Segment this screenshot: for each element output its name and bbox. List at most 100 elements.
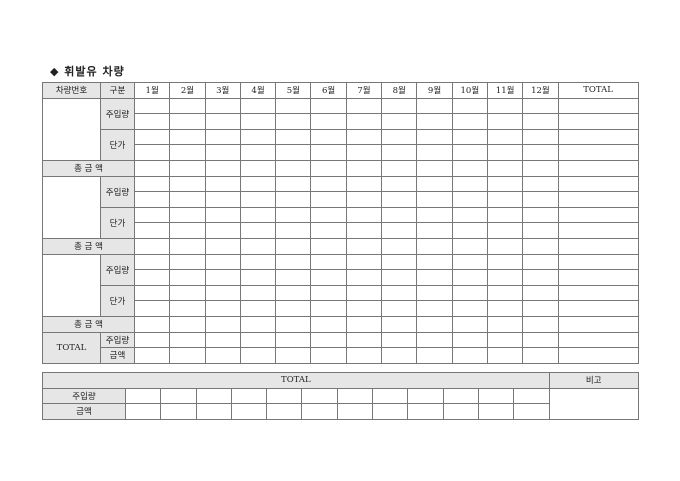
data-cell[interactable] xyxy=(416,128,453,146)
data-cell[interactable] xyxy=(310,269,347,286)
data-cell[interactable] xyxy=(451,113,488,130)
data-cell[interactable] xyxy=(416,191,453,208)
data-cell[interactable] xyxy=(381,175,418,193)
data-cell[interactable] xyxy=(275,237,312,255)
data-cell[interactable] xyxy=(169,253,206,271)
data-cell[interactable] xyxy=(381,284,418,302)
data-cell[interactable] xyxy=(239,191,277,208)
data-cell[interactable] xyxy=(416,206,453,224)
data-cell[interactable] xyxy=(557,331,639,349)
data-cell[interactable] xyxy=(133,284,171,302)
remarks-cell[interactable] xyxy=(548,387,639,420)
data-cell[interactable] xyxy=(239,269,277,286)
data-cell[interactable] xyxy=(133,315,171,333)
data-cell[interactable] xyxy=(451,175,488,193)
data-cell[interactable] xyxy=(513,387,550,405)
data-cell[interactable] xyxy=(381,331,418,349)
data-cell[interactable] xyxy=(169,284,206,302)
data-cell[interactable] xyxy=(486,128,524,146)
data-cell[interactable] xyxy=(169,175,206,193)
data-cell[interactable] xyxy=(345,315,383,333)
data-cell[interactable] xyxy=(195,387,232,405)
data-cell[interactable] xyxy=(204,144,241,161)
data-cell[interactable] xyxy=(557,206,639,224)
data-cell[interactable] xyxy=(275,191,312,208)
data-cell[interactable] xyxy=(486,175,524,193)
data-cell[interactable] xyxy=(451,191,488,208)
data-cell[interactable] xyxy=(522,237,559,255)
data-cell[interactable] xyxy=(133,269,171,286)
data-cell[interactable] xyxy=(266,403,303,420)
data-cell[interactable] xyxy=(451,222,488,239)
data-cell[interactable] xyxy=(275,331,312,349)
data-cell[interactable] xyxy=(381,347,418,364)
data-cell[interactable] xyxy=(239,159,277,177)
data-cell[interactable] xyxy=(381,191,418,208)
data-cell[interactable] xyxy=(310,144,347,161)
data-cell[interactable] xyxy=(204,222,241,239)
data-cell[interactable] xyxy=(239,300,277,317)
data-cell[interactable] xyxy=(416,237,453,255)
data-cell[interactable] xyxy=(477,387,515,405)
data-cell[interactable] xyxy=(345,253,383,271)
data-cell[interactable] xyxy=(301,387,338,405)
data-cell[interactable] xyxy=(336,387,374,405)
data-cell[interactable] xyxy=(204,175,241,193)
data-cell[interactable] xyxy=(522,191,559,208)
data-cell[interactable] xyxy=(557,237,639,255)
data-cell[interactable] xyxy=(204,347,241,364)
data-cell[interactable] xyxy=(416,315,453,333)
data-cell[interactable] xyxy=(124,403,162,420)
data-cell[interactable] xyxy=(513,403,550,420)
data-cell[interactable] xyxy=(522,159,559,177)
data-cell[interactable] xyxy=(416,222,453,239)
data-cell[interactable] xyxy=(451,206,488,224)
data-cell[interactable] xyxy=(451,97,488,115)
data-cell[interactable] xyxy=(169,347,206,364)
data-cell[interactable] xyxy=(522,128,559,146)
data-cell[interactable] xyxy=(345,331,383,349)
data-cell[interactable] xyxy=(169,222,206,239)
data-cell[interactable] xyxy=(451,284,488,302)
vehicle-no-cell[interactable] xyxy=(42,253,101,317)
data-cell[interactable] xyxy=(160,403,197,420)
data-cell[interactable] xyxy=(169,206,206,224)
data-cell[interactable] xyxy=(372,387,409,405)
data-cell[interactable] xyxy=(204,97,241,115)
data-cell[interactable] xyxy=(557,128,639,146)
data-cell[interactable] xyxy=(310,300,347,317)
data-cell[interactable] xyxy=(310,128,347,146)
data-cell[interactable] xyxy=(345,222,383,239)
data-cell[interactable] xyxy=(310,191,347,208)
data-cell[interactable] xyxy=(204,206,241,224)
data-cell[interactable] xyxy=(381,144,418,161)
data-cell[interactable] xyxy=(204,284,241,302)
data-cell[interactable] xyxy=(486,159,524,177)
data-cell[interactable] xyxy=(486,144,524,161)
data-cell[interactable] xyxy=(381,253,418,271)
data-cell[interactable] xyxy=(522,144,559,161)
data-cell[interactable] xyxy=(169,331,206,349)
data-cell[interactable] xyxy=(133,128,171,146)
data-cell[interactable] xyxy=(275,284,312,302)
data-cell[interactable] xyxy=(486,191,524,208)
data-cell[interactable] xyxy=(416,331,453,349)
data-cell[interactable] xyxy=(557,300,639,317)
data-cell[interactable] xyxy=(381,222,418,239)
data-cell[interactable] xyxy=(230,387,268,405)
data-cell[interactable] xyxy=(275,315,312,333)
data-cell[interactable] xyxy=(381,159,418,177)
data-cell[interactable] xyxy=(522,222,559,239)
data-cell[interactable] xyxy=(345,128,383,146)
data-cell[interactable] xyxy=(522,347,559,364)
data-cell[interactable] xyxy=(239,128,277,146)
data-cell[interactable] xyxy=(275,347,312,364)
data-cell[interactable] xyxy=(522,269,559,286)
data-cell[interactable] xyxy=(345,300,383,317)
data-cell[interactable] xyxy=(522,206,559,224)
data-cell[interactable] xyxy=(133,222,171,239)
data-cell[interactable] xyxy=(557,347,639,364)
data-cell[interactable] xyxy=(239,206,277,224)
data-cell[interactable] xyxy=(451,237,488,255)
data-cell[interactable] xyxy=(169,269,206,286)
